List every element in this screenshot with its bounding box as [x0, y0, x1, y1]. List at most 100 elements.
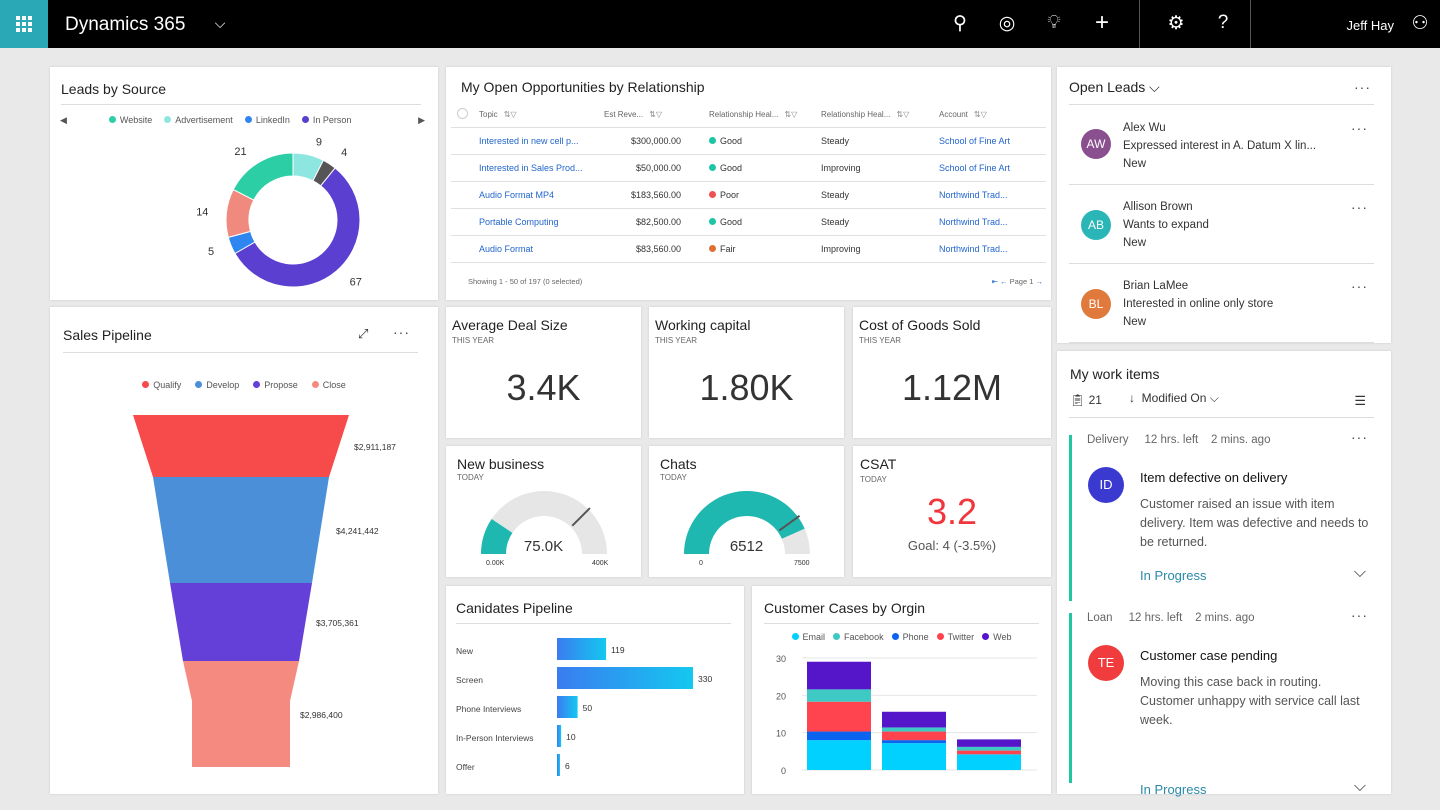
trend-cell: Improving	[821, 154, 939, 182]
column-header-account[interactable]: Account ⇅▽	[939, 103, 1046, 128]
legend-item: Close	[311, 380, 346, 390]
task-icon[interactable]: ◎	[998, 13, 1016, 34]
bar	[557, 725, 562, 747]
trend-cell: Improving	[821, 235, 939, 263]
lead-item[interactable]: AB Allison Brown Wants to expand New ···	[1069, 186, 1374, 264]
chevron-down-icon[interactable]: ⌵	[1353, 564, 1366, 581]
trend-cell: Steady	[821, 181, 939, 209]
bar-segment	[807, 661, 871, 690]
legend-item: Advertisement	[175, 115, 233, 125]
legend-item: Develop	[195, 380, 239, 390]
column-header-revenue[interactable]: Est Reve... ⇅▽	[604, 103, 699, 128]
bar	[557, 696, 578, 718]
gauge-target-marker	[778, 514, 801, 532]
topic-link[interactable]: Audio Format MP4	[479, 181, 604, 209]
account-link[interactable]: Northwind Trad...	[939, 208, 1046, 236]
bar-segment	[957, 754, 1021, 770]
expand-icon[interactable]: ⤢	[358, 326, 369, 341]
lead-status: New	[1123, 158, 1147, 170]
topic-link[interactable]: Interested in new cell p...	[479, 127, 604, 155]
legend-item: Qualify	[142, 380, 181, 390]
csat-goal: Goal: 4 (-3.5%)	[907, 538, 997, 553]
table-row[interactable]: Interested in new cell p... $300,000.00 …	[451, 127, 1046, 155]
chevron-down-icon[interactable]: ⌵	[214, 15, 226, 31]
health-cell: Good	[699, 127, 821, 155]
status-dot	[709, 190, 716, 198]
revenue-cell: $300,000.00	[604, 127, 699, 155]
account-link[interactable]: Northwind Trad...	[939, 235, 1046, 263]
view-list-icon[interactable]: ☰	[1354, 393, 1366, 408]
lead-item[interactable]: BL Brian LaMee Interested in online only…	[1069, 265, 1374, 343]
plus-icon[interactable]: +	[1094, 9, 1109, 36]
legend-prev-icon[interactable]: ◀	[60, 115, 67, 125]
revenue-cell: $83,560.00	[604, 235, 699, 263]
avatar: TE	[1088, 645, 1124, 681]
kpi-value: 1.12M	[901, 367, 1003, 408]
card-period: TODAY	[860, 475, 887, 484]
donut-slice	[232, 152, 294, 201]
lead-name: Brian LaMee	[1123, 280, 1189, 292]
app-title[interactable]: Dynamics 365	[65, 14, 186, 35]
kpi-card: Working capital THIS YEAR 1.80K	[649, 307, 844, 438]
table-row[interactable]: Interested in Sales Prod... $50,000.00 G…	[451, 154, 1046, 182]
user-name[interactable]: Jeff Hay	[1346, 18, 1394, 33]
more-options-icon[interactable]: ···	[1351, 607, 1368, 623]
account-link[interactable]: School of Fine Art	[939, 127, 1046, 155]
table-row[interactable]: Portable Computing $82,500.00 Good Stead…	[451, 208, 1046, 236]
column-header-health[interactable]: Relationship Heal... ⇅▽	[699, 103, 821, 128]
app-launcher-icon[interactable]	[0, 0, 48, 48]
account-link[interactable]: Northwind Trad...	[939, 181, 1046, 209]
status-dot	[709, 217, 716, 225]
sort-filter-icon: ⇅▽	[503, 110, 517, 120]
data-label: 6	[565, 761, 570, 771]
legend-item: Propose	[253, 380, 298, 390]
item-count: 📋︎ 21	[1070, 393, 1102, 407]
pagination[interactable]: ⇤ ← Page 1 →	[991, 277, 1043, 286]
select-all-checkbox[interactable]	[457, 108, 468, 120]
time-left: 12 hrs. left	[1128, 612, 1183, 624]
search-icon[interactable]: ⚲	[953, 13, 967, 34]
lightbulb-icon[interactable]: 💡︎	[1047, 12, 1061, 33]
more-options-icon[interactable]: ···	[1351, 120, 1368, 136]
gear-icon[interactable]: ⚙	[1167, 13, 1185, 34]
item-title: Item defective on delivery	[1140, 470, 1288, 485]
sort-filter-icon: ⇅▽	[973, 110, 987, 120]
topic-link[interactable]: Portable Computing	[479, 208, 604, 236]
lead-item[interactable]: AW Alex Wu Expressed interest in A. Datu…	[1069, 107, 1374, 185]
work-item[interactable]: Loan 12 hrs. left 2 mins. ago ··· TE Cus…	[1069, 607, 1374, 797]
more-options-icon[interactable]: ···	[1351, 278, 1368, 294]
status-dot	[709, 244, 716, 252]
column-header-topic[interactable]: Topic ⇅▽	[479, 103, 604, 128]
table-row[interactable]: Audio Format $83,560.00 Fair Improving N…	[451, 235, 1046, 263]
more-options-icon[interactable]: ···	[1351, 199, 1368, 215]
topic-link[interactable]: Interested in Sales Prod...	[479, 154, 604, 182]
legend-item: LinkedIn	[255, 115, 290, 125]
more-options-icon[interactable]: ···	[1351, 429, 1368, 445]
y-tick-label: 10	[776, 729, 786, 739]
bar-segment	[882, 740, 946, 744]
card-period: THIS YEAR	[655, 336, 698, 345]
account-link[interactable]: School of Fine Art	[939, 154, 1046, 182]
open-leads-view-selector[interactable]: Open Leads ⌵	[1069, 79, 1160, 95]
sort-selector[interactable]: ↓ Modified On ⌵	[1129, 391, 1219, 405]
gauge-value: 6512	[729, 538, 764, 555]
item-status: In Progress	[1140, 568, 1207, 583]
data-label: $2,911,187	[354, 442, 396, 452]
card-title: Cost of Goods Sold	[859, 317, 981, 333]
table-row[interactable]: Audio Format MP4 $183,560.00 Poor Steady…	[451, 181, 1046, 209]
bar-segment	[882, 731, 946, 741]
candidates-bar-chart: New 119 Screen 330 Phone Interviews 50 In-Pers…	[456, 638, 712, 776]
legend-next-icon[interactable]: ▶	[418, 115, 425, 125]
top-bar: Dynamics 365 ⌵ ⚲ ◎ 💡︎ + ⚙ ? Jeff Hay ⚇	[0, 0, 1440, 48]
work-item[interactable]: Delivery 12 hrs. left 2 mins. ago ··· ID…	[1069, 429, 1374, 601]
avatar: BL	[1081, 289, 1111, 319]
column-header-trend[interactable]: Relationship Heal... ⇅▽	[821, 103, 939, 128]
more-options-icon[interactable]: ···	[1354, 79, 1371, 95]
card-title: Sales Pipeline	[63, 327, 152, 343]
topic-link[interactable]: Audio Format	[479, 235, 604, 263]
more-options-icon[interactable]: ···	[393, 324, 410, 340]
modified-time: 2 mins. ago	[1195, 612, 1255, 624]
chevron-down-icon[interactable]: ⌵	[1353, 778, 1366, 795]
help-icon[interactable]: ?	[1217, 12, 1229, 33]
user-icon[interactable]: ⚇	[1411, 13, 1429, 34]
